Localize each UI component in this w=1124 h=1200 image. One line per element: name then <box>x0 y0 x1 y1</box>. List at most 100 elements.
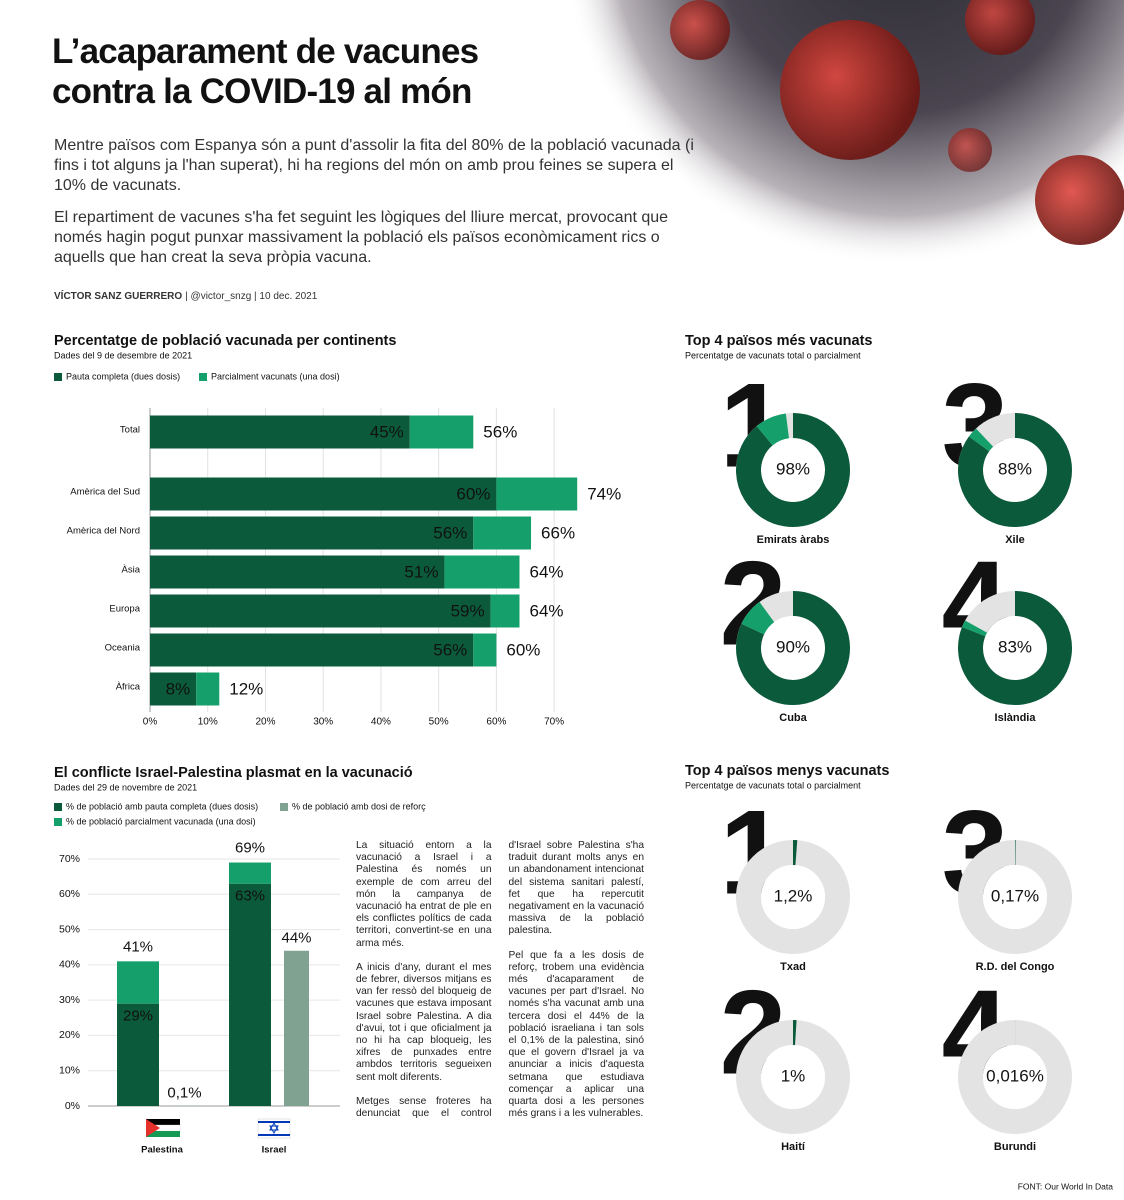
y-tick-label: 0% <box>65 1100 80 1112</box>
bar <box>284 950 309 1106</box>
donut-center <box>761 616 825 680</box>
bar-total-label: 60% <box>506 640 540 659</box>
donut-label: Burundi <box>994 1141 1036 1153</box>
chart-title: El conflicte Israel-Palestina plasmat en… <box>54 765 413 781</box>
donut-center <box>761 438 825 502</box>
chart-subtitle: Percentatge de vacunats total o parcialm… <box>685 350 861 360</box>
y-tick-label: Oceania <box>105 643 141 654</box>
y-tick-label: Total <box>120 425 140 436</box>
chart-title: Percentatge de població vacunada per con… <box>54 333 396 349</box>
donut-center <box>761 865 825 929</box>
chart-subtitle: Dades del 29 de novembre de 2021 <box>54 782 197 792</box>
chart-subtitle: Percentatge de vacunats total o parcialm… <box>685 780 861 790</box>
bar-value-label: 51% <box>404 562 438 581</box>
legend-label: % de població amb dosi de reforç <box>292 801 426 811</box>
donut-value-label: 1% <box>781 1066 806 1085</box>
x-tick-label: 40% <box>371 717 391 728</box>
x-tick-label: 30% <box>313 717 333 728</box>
y-tick-label: 10% <box>59 1064 80 1076</box>
article-paragraph: A inicis d'any, durant el mes de febrer,… <box>356 961 492 1083</box>
title: L’acaparament de vacunes contra la COVID… <box>52 32 479 111</box>
donut-arc <box>756 413 790 446</box>
legend-label: % de població parcialment vacunada (una … <box>66 816 256 826</box>
legend-swatch <box>280 803 288 811</box>
x-tick-label: 0% <box>143 717 158 728</box>
bar-segment <box>150 672 197 706</box>
flag-israel <box>257 1118 291 1139</box>
bar-segment <box>229 862 271 884</box>
virus-illustration <box>562 0 1124 300</box>
bar-value-label: 60% <box>456 484 490 503</box>
donut-value-label: 88% <box>998 459 1032 478</box>
intro: El repartiment de vacunes s'ha fet segui… <box>54 209 669 266</box>
donut-arc <box>962 620 988 637</box>
bar-value-label: 63% <box>235 888 265 905</box>
legend-swatch <box>54 373 62 381</box>
y-tick-label: Àsia <box>122 565 141 576</box>
donut-value-label: 90% <box>776 637 810 656</box>
article-paragraph: La situació entorn a la vacunació a Isra… <box>356 840 492 949</box>
bar-segment <box>229 883 271 1106</box>
bar-value-label: 56% <box>433 523 467 542</box>
bar-value-label: 29% <box>123 1008 153 1025</box>
byline-details: | @victor_snzg | 10 dec. 2021 <box>185 291 318 302</box>
bar-total-label: 66% <box>541 523 575 542</box>
bar-segment <box>496 477 578 511</box>
chart-title: Top 4 països més vacunats <box>685 333 873 349</box>
bar-total-label: 74% <box>587 484 621 503</box>
legend-swatch <box>199 373 207 381</box>
legend-label: Pauta completa (dues dosis) <box>66 371 180 381</box>
intro: Mentre països com Espanya són a punt d'a… <box>54 137 694 194</box>
donut-label: Txad <box>780 961 806 973</box>
bar-total-label: 64% <box>529 562 563 581</box>
bar-segment <box>409 415 474 449</box>
legend-label: % de població amb pauta completa (dues d… <box>66 801 258 811</box>
donut-value-label: 0,17% <box>991 886 1039 905</box>
bar-segment <box>490 594 520 628</box>
donut-label: Haití <box>781 1141 806 1153</box>
author: VÍCTOR SANZ GUERRERO <box>54 291 183 302</box>
bar-value-label: 0,1% <box>167 1085 201 1102</box>
bar-segment <box>150 594 491 628</box>
bar-segment <box>150 477 497 511</box>
x-tick-label: Israel <box>262 1145 287 1156</box>
legend-swatch <box>54 803 62 811</box>
y-tick-label: Amèrica del Nord <box>67 526 140 537</box>
bar-segment <box>150 555 445 589</box>
x-tick-label: 10% <box>198 717 218 728</box>
y-tick-label: 50% <box>59 923 80 935</box>
y-tick-label: 70% <box>59 853 80 865</box>
legend-label: Parcialment vacunats (una dosi) <box>211 371 340 381</box>
article-paragraph: Pel que fa a les dosis de reforç, trobem… <box>508 949 645 1120</box>
bar-total-label: 12% <box>229 679 263 698</box>
bar-total-label: 41% <box>123 938 153 955</box>
donut-arc <box>741 601 775 635</box>
bar-value-label: 44% <box>281 930 311 947</box>
bar-segment <box>196 672 220 706</box>
x-tick-label: 60% <box>486 717 506 728</box>
bar-total-label: 56% <box>483 422 517 441</box>
donut-arc <box>736 413 850 527</box>
bar-segment <box>150 516 474 550</box>
donut-arc <box>958 413 1072 527</box>
bar-segment <box>444 555 520 589</box>
donut-arc <box>958 591 1072 705</box>
donut-center <box>983 438 1047 502</box>
y-tick-label: 40% <box>59 959 80 971</box>
donut-arc <box>968 428 994 452</box>
donut-label: Islàndia <box>995 712 1037 724</box>
bar-segment <box>117 1003 159 1106</box>
y-tick-label: 20% <box>59 1029 80 1041</box>
byline: VÍCTOR SANZ GUERRERO | @victor_snzg | 10 … <box>54 291 317 302</box>
bar-value-label: 8% <box>166 679 191 698</box>
donut-arc <box>736 591 850 705</box>
donut-value-label: 98% <box>776 459 810 478</box>
donut-label: Emirats àrabs <box>757 534 830 546</box>
donut-center <box>983 616 1047 680</box>
chart-title: Top 4 països menys vacunats <box>685 763 889 779</box>
bar-value-label: 59% <box>451 601 485 620</box>
x-tick-label: 50% <box>429 717 449 728</box>
bar-value-label: 45% <box>370 422 404 441</box>
